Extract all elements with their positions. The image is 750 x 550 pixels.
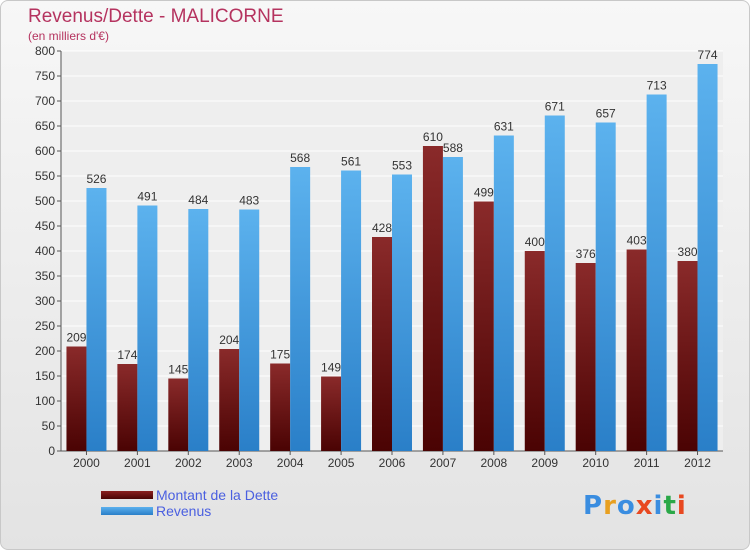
- bar-revenus: [239, 209, 260, 451]
- x-tick-label: 2004: [277, 456, 304, 470]
- x-tick-label: 2012: [684, 456, 711, 470]
- legend-swatch-dette: [101, 491, 153, 499]
- bar-dette: [473, 201, 494, 451]
- y-tick-label: 150: [35, 369, 55, 383]
- bar-revenus: [544, 115, 565, 451]
- bar-dette: [422, 146, 443, 451]
- logo-letter: P: [583, 491, 604, 521]
- chart-subtitle: (en milliers d'€): [28, 29, 109, 43]
- bar-revenus: [442, 157, 463, 451]
- y-tick-label: 350: [35, 269, 55, 283]
- y-tick-label: 250: [35, 319, 55, 333]
- y-tick-label: 500: [35, 194, 55, 208]
- x-tick-label: 2005: [328, 456, 355, 470]
- bar-dette: [321, 376, 342, 451]
- data-label-dette: 376: [576, 247, 596, 261]
- bar-revenus: [646, 94, 667, 451]
- bar-dette: [168, 378, 189, 451]
- data-label-dette: 149: [321, 361, 341, 375]
- bar-dette: [626, 249, 647, 451]
- data-label-dette: 209: [66, 331, 86, 345]
- data-label-dette: 428: [372, 221, 392, 235]
- data-label-revenus: 774: [698, 48, 718, 62]
- y-tick-label: 550: [35, 169, 55, 183]
- y-tick-label: 700: [35, 94, 55, 108]
- x-tick-label: 2006: [379, 456, 406, 470]
- y-tick-label: 600: [35, 144, 55, 158]
- logo-letter: i: [653, 491, 664, 521]
- logo-letter: x: [635, 491, 654, 521]
- logo-letter: i: [676, 491, 687, 521]
- bar-dette: [677, 261, 698, 451]
- bar-revenus: [86, 188, 107, 451]
- bar-revenus: [137, 205, 158, 451]
- data-label-revenus: 713: [647, 79, 667, 93]
- y-tick-label: 100: [35, 394, 55, 408]
- x-tick-label: 2011: [634, 456, 660, 470]
- bar-dette: [524, 251, 545, 451]
- proxiti-logo: Proxiti: [583, 491, 687, 521]
- y-tick-label: 400: [35, 244, 55, 258]
- bar-revenus: [341, 170, 362, 451]
- x-tick-label: 2001: [124, 456, 151, 470]
- x-tick-label: 2008: [480, 456, 507, 470]
- x-tick-label: 2002: [175, 456, 202, 470]
- data-label-dette: 145: [168, 363, 188, 377]
- data-label-revenus: 561: [341, 155, 361, 169]
- data-label-revenus: 588: [443, 141, 463, 155]
- bar-dette: [219, 349, 240, 451]
- data-label-revenus: 568: [290, 151, 310, 165]
- bar-dette: [372, 237, 392, 451]
- data-label-revenus: 553: [392, 159, 412, 173]
- y-tick-label: 50: [42, 419, 56, 433]
- logo-letter: r: [603, 491, 617, 521]
- data-label-revenus: 671: [545, 100, 565, 114]
- x-tick-label: 2009: [531, 456, 558, 470]
- legend-label-revenus: Revenus: [156, 503, 212, 519]
- bar-chart: 0 50 100 150 200 250 300 350 400 450 500 550 600 650 7…: [35, 44, 723, 470]
- logo-letter: t: [663, 491, 677, 521]
- data-label-dette: 175: [270, 348, 290, 362]
- bar-revenus: [493, 135, 514, 451]
- bar-dette: [270, 363, 291, 451]
- bar-revenus: [188, 209, 209, 451]
- y-tick-label: 0: [48, 444, 55, 458]
- y-tick-label: 800: [35, 44, 55, 58]
- bar-revenus: [595, 122, 616, 451]
- x-tick-label: 2000: [73, 456, 100, 470]
- bar-dette: [66, 346, 87, 451]
- bar-dette: [117, 364, 138, 451]
- x-tick-label: 2007: [430, 456, 457, 470]
- data-label-revenus: 657: [596, 107, 616, 121]
- data-label-dette: 174: [117, 348, 137, 362]
- y-tick-label: 450: [35, 219, 55, 233]
- bar-dette: [575, 263, 596, 451]
- data-label-revenus: 484: [188, 193, 208, 207]
- y-tick-label: 650: [35, 119, 55, 133]
- y-tick-label: 300: [35, 294, 55, 308]
- data-label-revenus: 631: [494, 120, 514, 134]
- x-tick-label: 2003: [226, 456, 253, 470]
- bar-revenus: [392, 174, 412, 451]
- data-label-dette: 204: [219, 333, 239, 347]
- data-label-revenus: 526: [86, 172, 106, 186]
- bar-revenus: [697, 64, 718, 451]
- logo-letter: o: [616, 491, 636, 521]
- data-label-dette: 380: [678, 245, 698, 259]
- data-label-dette: 499: [474, 186, 494, 200]
- bar-revenus: [290, 167, 311, 451]
- chart-title: Revenus/Dette - MALICORNE: [28, 6, 284, 27]
- y-tick-label: 200: [35, 344, 55, 358]
- data-label-dette: 403: [627, 234, 647, 248]
- data-label-revenus: 483: [239, 194, 259, 208]
- legend-swatch-revenus: [101, 507, 153, 515]
- y-tick-label: 750: [35, 69, 55, 83]
- data-label-dette: 610: [423, 130, 443, 144]
- data-label-revenus: 491: [137, 190, 157, 204]
- data-label-dette: 400: [525, 235, 545, 249]
- x-tick-label: 2010: [582, 456, 609, 470]
- legend-label-dette: Montant de la Dette: [156, 487, 279, 503]
